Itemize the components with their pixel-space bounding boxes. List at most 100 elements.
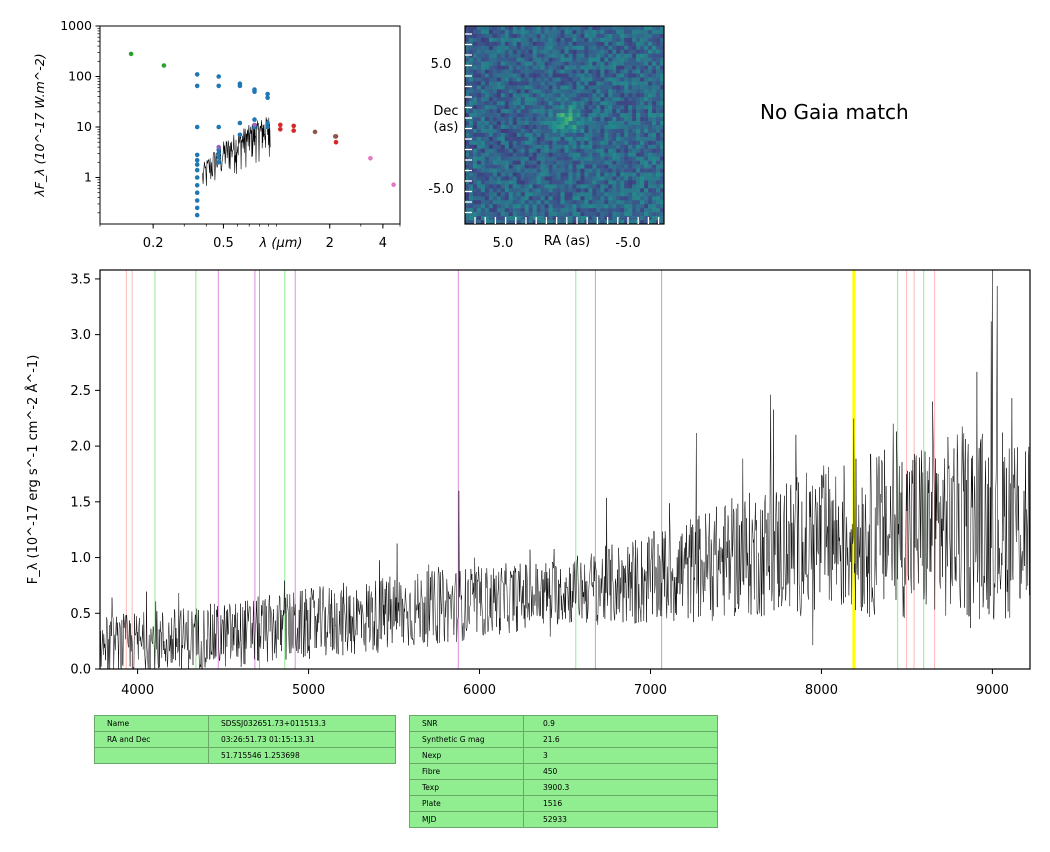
image-pixel	[560, 29, 565, 35]
image-pixel	[592, 61, 597, 66]
image-pixel	[656, 168, 661, 173]
image-pixel	[476, 160, 482, 165]
image-pixel	[528, 200, 533, 205]
image-pixel	[628, 37, 633, 43]
sed-photometry-point	[194, 212, 200, 218]
image-pixel	[628, 208, 633, 213]
image-pixel	[648, 61, 653, 66]
image-pixel	[660, 117, 665, 122]
image-pixel	[632, 196, 637, 201]
image-pixel	[468, 176, 474, 181]
image-pixel	[592, 168, 597, 173]
image-pixel	[480, 216, 486, 221]
image-pixel	[516, 140, 522, 146]
image-pixel	[608, 192, 613, 197]
image-pixel	[576, 93, 581, 98]
image-pixel	[532, 61, 537, 66]
image-pixel	[552, 53, 557, 58]
image-pixel	[528, 184, 533, 189]
image-pixel	[616, 73, 621, 78]
image-pixel	[600, 180, 605, 185]
image-pixel	[512, 144, 518, 150]
image-pixel	[588, 132, 593, 138]
image-pixel	[512, 73, 518, 78]
image-pixel	[620, 144, 625, 150]
image-pixel	[512, 81, 518, 86]
image-pixel	[560, 188, 565, 193]
image-pixel	[624, 176, 629, 181]
image-pixel	[552, 26, 557, 31]
image-pixel	[560, 204, 565, 209]
image-pixel	[528, 117, 533, 122]
image-pixel	[632, 105, 637, 110]
image-pixel	[560, 200, 565, 205]
image-pixel	[580, 81, 585, 86]
image-pixel	[520, 117, 525, 122]
image-pixel	[616, 204, 621, 209]
image-pixel	[472, 113, 478, 118]
image-pixel	[616, 180, 621, 185]
image-pixel	[660, 136, 665, 142]
image-pixel	[528, 188, 533, 193]
image-pixel	[524, 101, 529, 106]
image-pixel	[560, 105, 565, 110]
image-pixel	[520, 196, 525, 201]
image-pixel	[624, 101, 629, 106]
image-pixel	[640, 180, 645, 185]
image-pixel	[480, 136, 486, 142]
image-pixel	[556, 216, 561, 221]
image-pixel	[660, 220, 665, 225]
image-pixel	[536, 49, 541, 55]
image-pixel	[544, 160, 549, 165]
image-pixel	[540, 144, 545, 150]
image-pixel	[468, 29, 474, 35]
image-pixel	[524, 45, 529, 51]
image-pixel	[488, 156, 494, 161]
image-pixel	[504, 45, 510, 51]
image-pixel	[484, 132, 490, 138]
image-pixel	[516, 152, 522, 157]
image-pixel	[580, 200, 585, 205]
image-pixel	[524, 81, 529, 86]
image-pixel	[644, 212, 649, 217]
image-pixel	[628, 196, 633, 201]
image-pixel	[648, 156, 653, 161]
image-pixel	[484, 156, 490, 161]
image-pixel	[520, 132, 525, 138]
image-pixel	[576, 69, 581, 74]
image-pixel	[480, 101, 486, 106]
image-pixel	[468, 212, 474, 217]
image-pixel	[548, 220, 553, 225]
image-pixel	[632, 144, 637, 150]
image-pixel	[472, 128, 478, 134]
image-pixel	[548, 49, 553, 55]
image-pixel	[468, 208, 474, 213]
image-pixel	[492, 26, 498, 31]
image-pixel	[536, 33, 541, 39]
sed-photometry-point	[216, 147, 221, 153]
table-value-cell: 0.9	[523, 715, 718, 732]
image-pixel	[512, 29, 518, 35]
image-pixel	[508, 184, 514, 189]
image-pixel	[476, 125, 482, 130]
spectrum-y-tick-label: 3.0	[70, 328, 91, 343]
image-pixel	[548, 113, 553, 118]
image-pixel	[548, 144, 553, 150]
image-pixel	[600, 105, 605, 110]
image-pixel	[484, 77, 490, 82]
image-pixel	[600, 200, 605, 205]
image-pixel	[488, 93, 494, 98]
image-pixel	[560, 192, 565, 197]
image-pixel	[588, 180, 593, 185]
image-pixel	[504, 176, 510, 181]
table-value-cell: 51.715546 1.253698	[208, 747, 396, 764]
image-pixel	[512, 33, 518, 39]
image-pixel	[648, 101, 653, 106]
image-pixel	[608, 101, 613, 106]
image-pixel	[604, 37, 609, 43]
image-pixel	[628, 125, 633, 130]
image-pixel	[608, 29, 613, 35]
image-pixel	[588, 196, 593, 201]
image-pixel	[496, 97, 502, 102]
image-pixel	[564, 69, 569, 74]
